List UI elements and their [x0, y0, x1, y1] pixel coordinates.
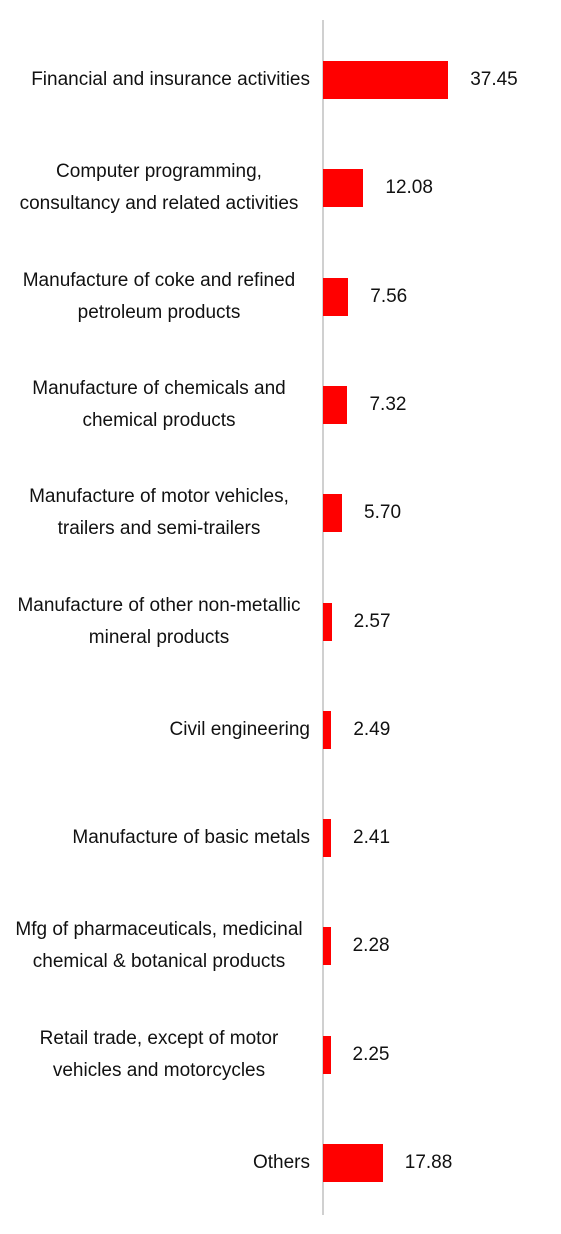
- category-label-box: Manufacture of coke and refined petroleu…: [8, 247, 310, 347]
- category-label-box: Manufacture of other non-metallic minera…: [8, 572, 310, 672]
- value-label: 7.32: [369, 393, 407, 415]
- value-label: 2.49: [353, 718, 391, 740]
- category-label: Others: [252, 1152, 310, 1173]
- bar: [323, 494, 343, 533]
- value-label: 2.25: [352, 1043, 390, 1065]
- category-label: Retail trade, except of motor vehicles a…: [39, 1027, 279, 1081]
- category-label: Manufacture of chemicals and chemical pr…: [32, 377, 286, 431]
- bar: [323, 602, 332, 641]
- bar: [323, 710, 332, 749]
- category-label-box: Financial and insurance activities: [8, 30, 310, 130]
- value-label: 2.57: [353, 610, 391, 632]
- value-label: 7.56: [370, 285, 408, 307]
- value-label: 37.45: [470, 69, 518, 90]
- value-label: 5.70: [364, 502, 402, 524]
- bar: [323, 61, 449, 99]
- category-label-box: Mfg of pharmaceuticals, medicinal chemic…: [8, 896, 310, 996]
- bar: [323, 927, 331, 966]
- bar: [323, 169, 364, 208]
- value-label: 2.28: [352, 935, 390, 957]
- value-label: 2.41: [353, 827, 391, 849]
- value-label: 17.88: [404, 1152, 453, 1173]
- bar: [323, 819, 332, 858]
- category-label: Civil engineering: [169, 718, 310, 740]
- category-label-box: Others: [8, 1113, 310, 1213]
- category-label: Manufacture of motor vehicles, trailers …: [29, 486, 289, 540]
- category-label-box: Computer programming, consultancy and re…: [8, 138, 310, 238]
- category-label: Mfg of pharmaceuticals, medicinal chemic…: [15, 919, 303, 973]
- category-label-box: Manufacture of basic metals: [8, 788, 310, 888]
- category-label: Financial and insurance activities: [31, 69, 310, 90]
- category-label: Computer programming, consultancy and re…: [19, 161, 299, 215]
- category-label-box: Civil engineering: [8, 680, 310, 780]
- category-label-box: Retail trade, except of motor vehicles a…: [8, 1005, 310, 1105]
- category-label: Manufacture of coke and refined petroleu…: [22, 269, 296, 323]
- bar: [323, 385, 348, 424]
- value-label: 12.08: [385, 177, 433, 199]
- category-label-box: Manufacture of motor vehicles, trailers …: [8, 463, 310, 563]
- bar: [323, 1035, 331, 1074]
- bar: [323, 277, 349, 316]
- bar: [323, 1144, 383, 1182]
- category-label-box: Manufacture of chemicals and chemical pr…: [8, 355, 310, 455]
- category-label: Manufacture of basic metals: [72, 827, 310, 849]
- category-label: Manufacture of other non-metallic minera…: [17, 594, 301, 648]
